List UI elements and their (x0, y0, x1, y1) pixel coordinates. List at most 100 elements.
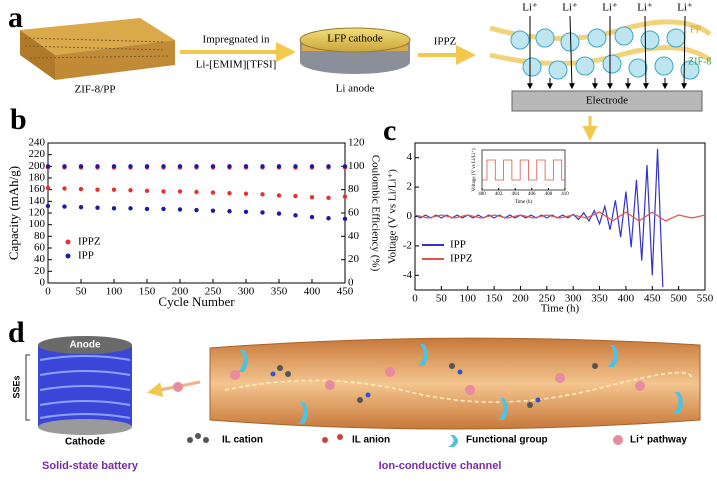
x-tick-label: 250 (539, 292, 556, 304)
data-point (243, 209, 249, 215)
x-tick-label: 410 (561, 192, 569, 197)
y-axis-label: Capacity (mAh/g) (6, 166, 21, 260)
label: Electrode (586, 95, 628, 107)
x-tick-label: 400 (478, 192, 486, 197)
ion-label: Li⁺ (522, 2, 538, 14)
data-point (128, 164, 133, 169)
ion-label: Li⁺ (677, 2, 693, 14)
y-axis-label: Voltage (V vs Li/Li⁺) (387, 169, 399, 264)
data-point (177, 164, 183, 169)
plot-frame (47, 142, 346, 284)
channel-illustration (173, 337, 701, 447)
y-tick-label: 120 (29, 207, 46, 219)
x-tick-label: 400 (618, 292, 635, 304)
x-tick-label: 408 (545, 192, 553, 197)
data-point (111, 164, 117, 169)
data-point (177, 189, 183, 194)
data-point (161, 189, 166, 194)
data-point (45, 164, 51, 169)
label: Li-[EMIM][TFSI] (196, 59, 277, 71)
y-tick-label: 4 (407, 151, 413, 163)
data-point (342, 216, 348, 222)
x-axis-label: Time (h) (515, 200, 533, 205)
y2-tick-label: 40 (348, 230, 360, 242)
label: Li anode (336, 83, 375, 95)
data-point (326, 195, 331, 201)
y-tick-label: -4 (403, 269, 413, 281)
panel-letter: a (8, 1, 23, 34)
x-tick-label: 350 (271, 285, 288, 297)
label: ZIF-8 (688, 56, 711, 67)
x-tick-label: 100 (459, 292, 476, 304)
y-tick-label: 180 (29, 172, 46, 184)
x-tick-label: 50 (436, 292, 448, 304)
y2-tick-label: 20 (348, 253, 360, 265)
label: PP (690, 24, 702, 35)
x-tick-label: 402 (495, 192, 503, 197)
data-point (293, 193, 298, 199)
data-point (161, 164, 166, 169)
data-point (293, 164, 298, 169)
data-point (95, 187, 100, 192)
x-tick-label: 150 (139, 285, 156, 297)
battery-illustration (25, 336, 132, 435)
data-point (309, 214, 315, 220)
y-tick-label: 40 (34, 253, 46, 265)
x-tick-label: 450 (337, 285, 354, 297)
legend-label: IPPZ (78, 236, 101, 248)
ion-label: Li⁺ (562, 2, 578, 14)
label: Ion-conductive channel (379, 460, 502, 472)
x-tick-label: 0 (45, 285, 51, 297)
data-point (276, 164, 282, 169)
legend-label: IPP (450, 239, 466, 251)
y-tick-label: 220 (29, 148, 46, 160)
data-point (128, 206, 133, 211)
data-point (227, 209, 232, 214)
x-axis-label: Cycle Number (158, 294, 235, 309)
data-point (210, 164, 216, 169)
legend-label: IL anion (352, 435, 390, 446)
data-point (293, 213, 298, 218)
data-point (194, 189, 199, 195)
plot-frame (481, 149, 566, 191)
x-tick-label: 250 (205, 285, 222, 297)
y-tick-label: 100 (29, 218, 46, 230)
y-tick-label: 140 (29, 195, 46, 207)
data-point (144, 188, 150, 194)
data-point (276, 211, 282, 216)
x-tick-label: 300 (565, 292, 582, 304)
data-point (326, 164, 331, 169)
data-line (482, 159, 565, 181)
data-point (194, 207, 199, 213)
legend-marker (65, 253, 71, 259)
y2-tick-label: 0 (348, 277, 354, 289)
ion-label: Li⁺ (602, 2, 618, 14)
label: Solid-state battery (42, 460, 139, 472)
mechanism-illustration (489, 15, 712, 141)
data-point (342, 164, 348, 169)
label: Cathode (65, 437, 105, 448)
data-point (260, 164, 265, 169)
panel-letter: b (10, 103, 27, 136)
data-point (276, 193, 282, 198)
label: Impregnated in (203, 34, 270, 46)
x-tick-label: 100 (106, 285, 123, 297)
data-point (326, 216, 331, 221)
y-tick-label: -2 (403, 239, 412, 251)
x-tick-label: 450 (644, 292, 661, 304)
x-tick-label: 550 (697, 292, 714, 304)
y-tick-label: 80 (34, 230, 46, 242)
x-axis-label: Time (h) (541, 303, 580, 315)
label: SSEs (11, 375, 21, 398)
data-point (111, 206, 117, 211)
data-point (177, 207, 183, 212)
data-point (161, 206, 166, 212)
y-tick-label: 2 (407, 181, 413, 193)
data-line (414, 211, 706, 222)
label: ZIF-8/PP (75, 84, 116, 96)
y2-tick-label: 80 (348, 183, 360, 195)
data-point (243, 164, 249, 169)
data-point (78, 164, 84, 169)
data-point (210, 208, 216, 213)
y-tick-label: 60 (34, 242, 46, 254)
